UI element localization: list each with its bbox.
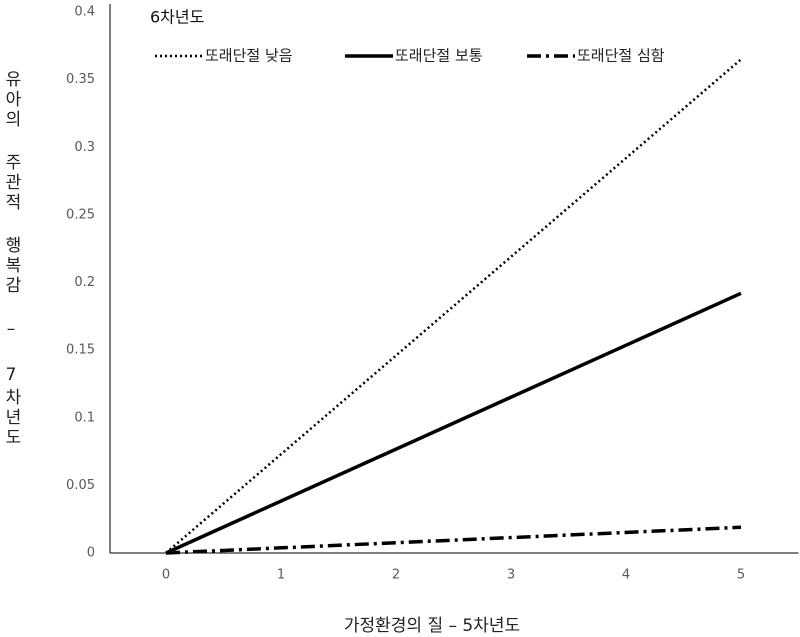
x-tick-label: 3: [507, 568, 515, 583]
x-tick-label: 0: [162, 568, 170, 583]
y-axis-label: 유아의 주관적 행복감 – 7차년도: [1, 70, 21, 448]
y-tick-label: 0.25: [66, 207, 95, 222]
y-tick-label: 0.35: [66, 72, 95, 87]
legend-label: 또래단절 보통: [395, 47, 483, 65]
x-tick-label: 5: [737, 568, 745, 583]
x-tick-label: 4: [622, 568, 630, 583]
x-axis-label: 가정환경의 질 – 5차년도: [344, 616, 520, 636]
y-tick-label: 0.3: [74, 140, 95, 155]
line-series: [165, 58, 742, 554]
y-tick-label: 0.05: [66, 478, 95, 493]
legend-title: 6차년도: [150, 8, 204, 27]
y-tick-label: 0: [87, 546, 95, 561]
legend-label: 또래단절 낮음: [205, 47, 293, 65]
y-tick-label: 0.1: [74, 410, 95, 425]
y-tick-label: 0.4: [74, 5, 95, 20]
line-series: [165, 291, 742, 555]
x-tick-label: 1: [277, 568, 285, 583]
x-tick-label: 2: [392, 568, 400, 583]
legend-label: 또래단절 심함: [577, 47, 665, 65]
line-series: [165, 525, 742, 555]
y-tick-label: 0.2: [74, 275, 95, 290]
y-tick-label: 0.15: [66, 343, 95, 358]
